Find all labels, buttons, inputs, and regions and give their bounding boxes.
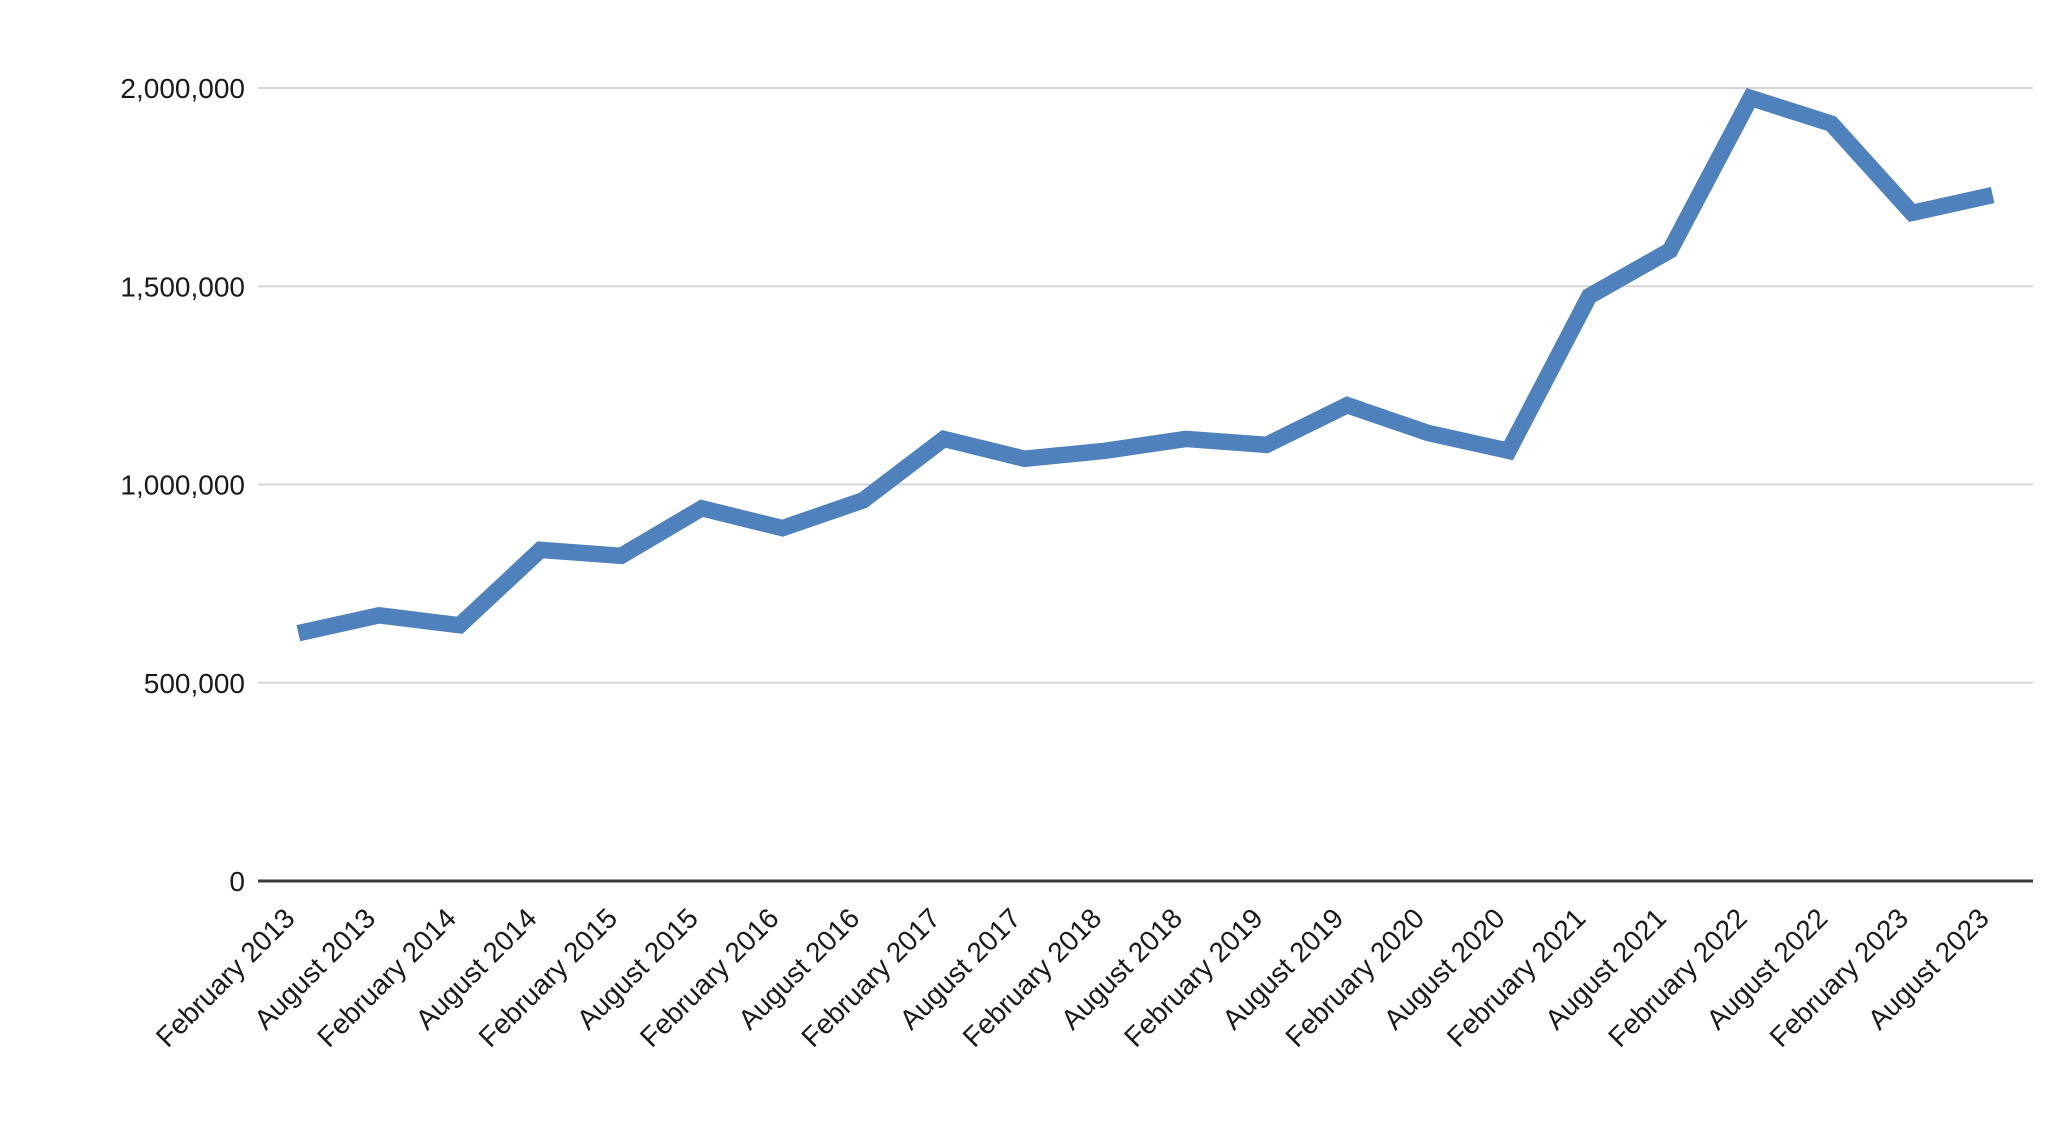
data-series-line xyxy=(296,87,1995,642)
y-axis-tick-label: 500,000 xyxy=(144,668,245,699)
y-axis-tick-label: 0 xyxy=(229,866,245,897)
plot-background xyxy=(40,16,2048,1117)
y-axis-tick-label: 1,000,000 xyxy=(120,470,245,501)
line-chart-figure: 0 500,000 1,000,000 1,500,000 2,000,000 Febru… xyxy=(40,16,2048,1117)
y-axis-tick-label: 2,000,000 xyxy=(120,73,245,104)
y-axis-tick-label: 1,500,000 xyxy=(120,271,245,302)
line-chart: 0500,0001,000,0001,500,0002,000,000Febru… xyxy=(40,16,2048,1117)
